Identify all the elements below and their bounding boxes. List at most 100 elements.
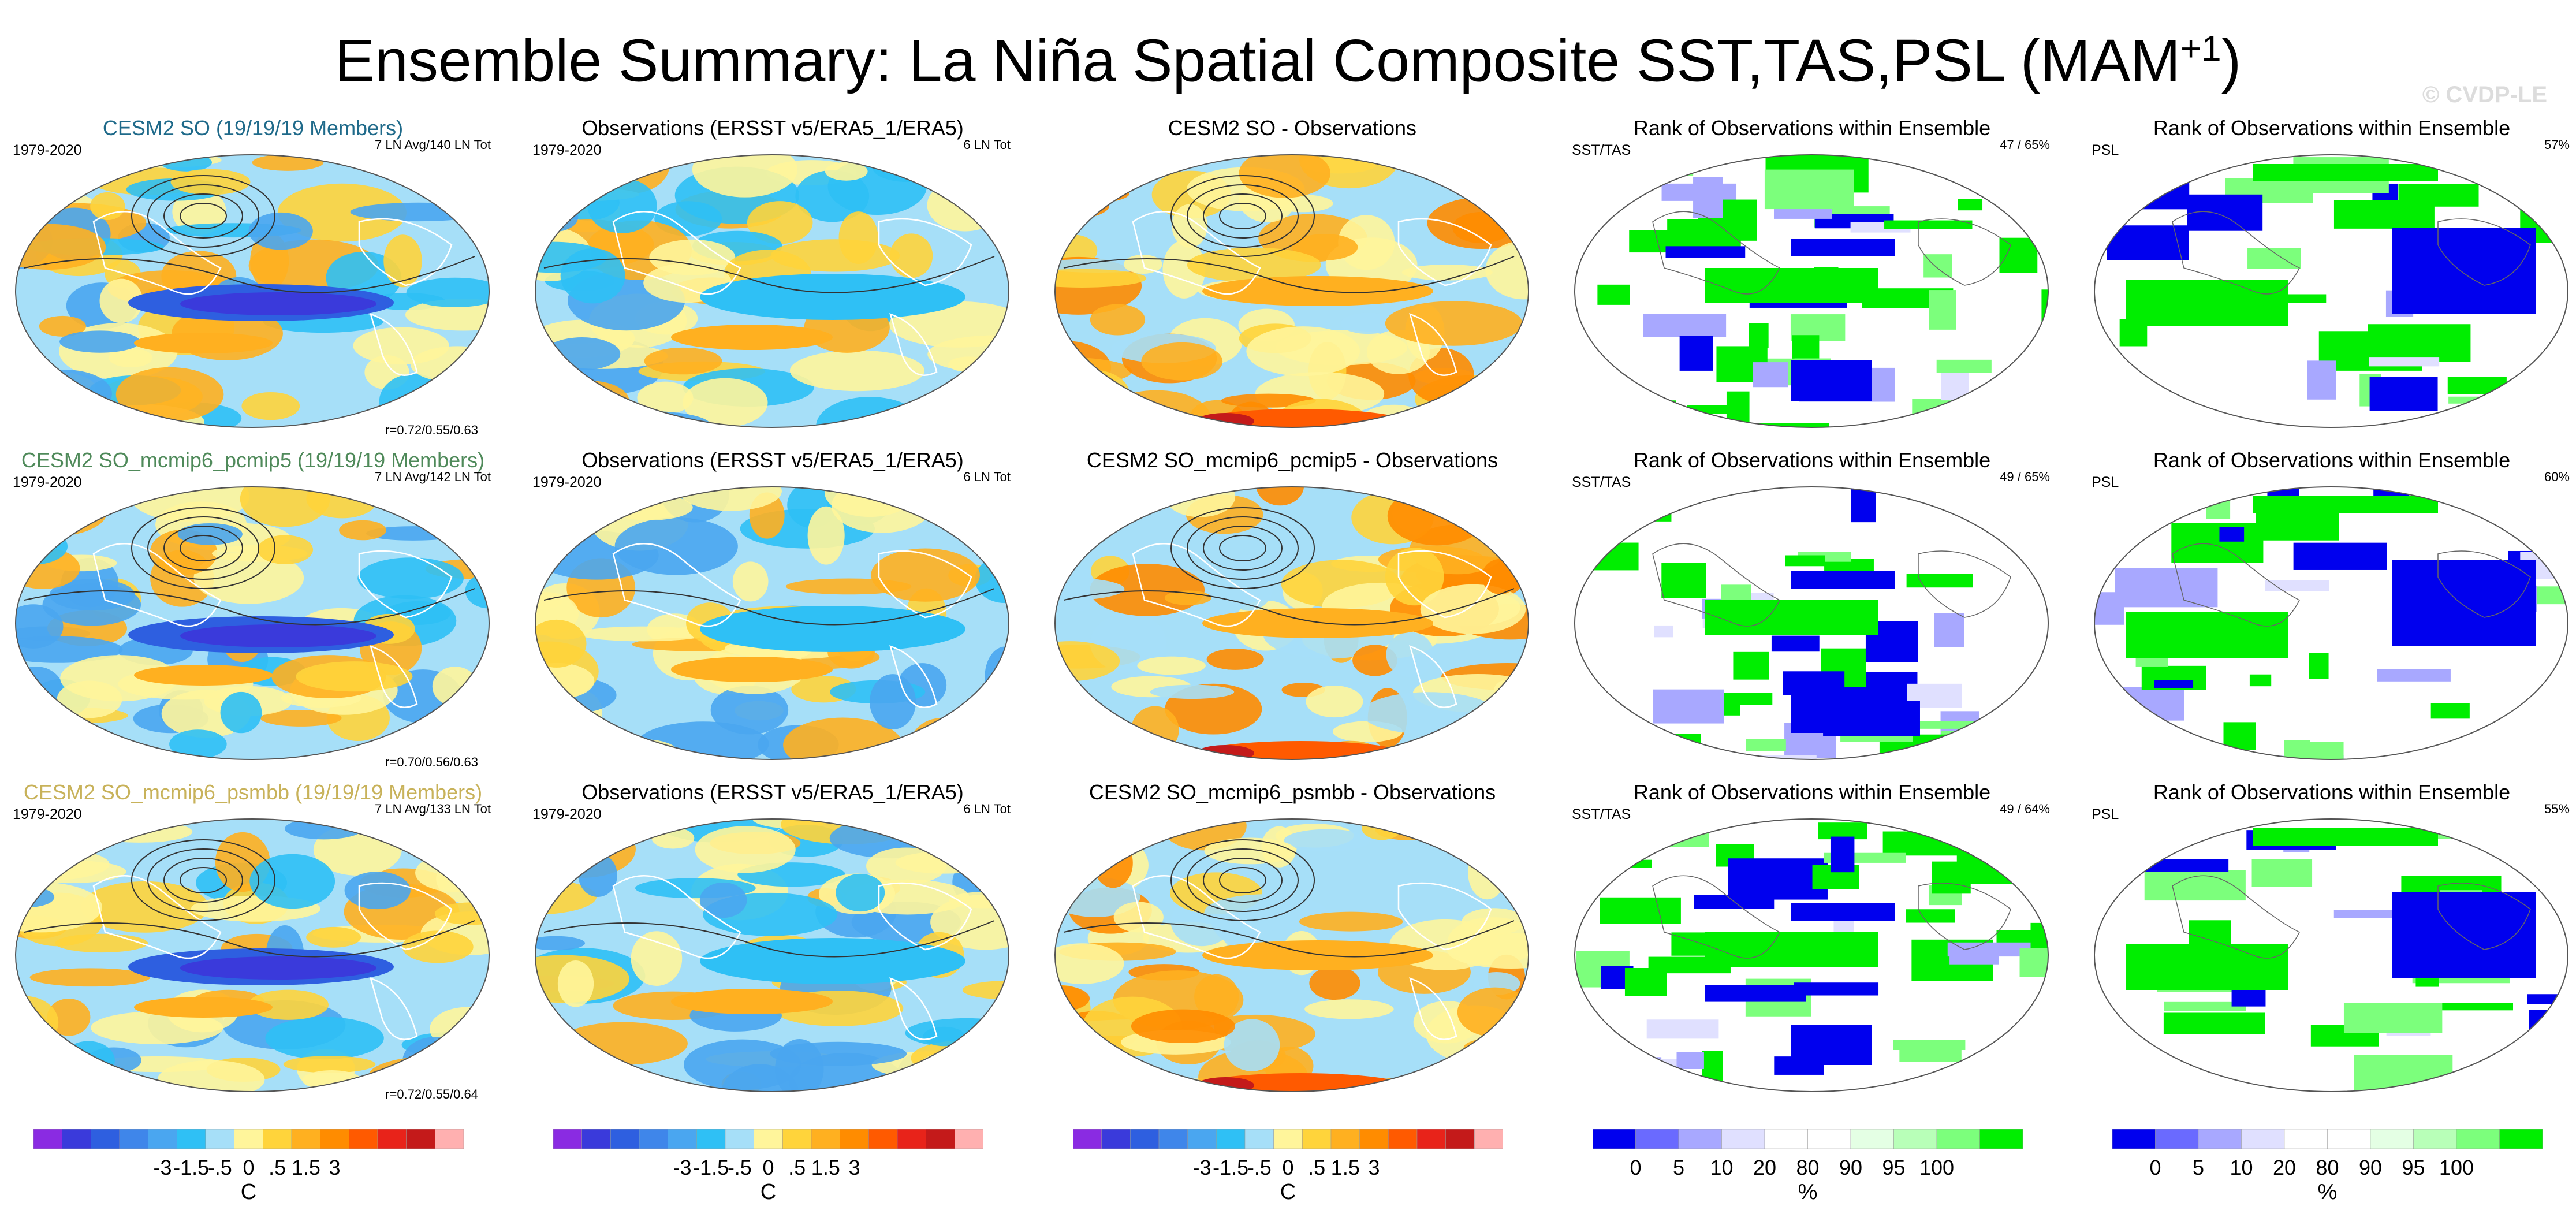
colorbar-swatch	[62, 1129, 91, 1149]
map-diff	[1054, 818, 1529, 1092]
map-model	[15, 818, 490, 1092]
colorbar-swatch	[868, 1129, 898, 1149]
colorbar-swatch	[1416, 1129, 1446, 1149]
panel-model-row3: CESM2 SO_mcmip6_psmbb (19/19/19 Members)…	[5, 780, 501, 1109]
panel-rank_sst-row3: Rank of Observations within Ensemble SST/…	[1564, 780, 2060, 1109]
percent-label: 49 / 65%	[2000, 470, 2050, 484]
legend-colorbar: 0 5 10 20 80 90 95 100%	[2112, 1129, 2543, 1210]
colorbar-swatch	[320, 1129, 349, 1149]
colorbar-swatch	[1635, 1129, 1679, 1149]
variable-label: PSL	[2092, 474, 2119, 490]
colorbar-tick-label: -.5	[207, 1156, 232, 1179]
map-obs	[535, 154, 1009, 428]
panel-title: Observations (ERSST v5/ERA5_1/ERA5)	[581, 780, 964, 804]
colorbar-swatch	[639, 1129, 668, 1149]
colorbar-tick-label: 95	[1882, 1156, 1906, 1179]
colorbar-tick-label: -1.5	[693, 1156, 729, 1179]
colorbar-tick-label: -1.5	[1213, 1156, 1249, 1179]
colorbar-tick-label: 0	[2149, 1156, 2161, 1179]
colorbar-swatch	[1330, 1129, 1360, 1149]
colorbar-tick-label: 0	[243, 1156, 255, 1179]
map-model	[15, 154, 490, 428]
colorbar-tick-label: -1.5	[173, 1156, 210, 1179]
event-count-label: 6 LN Tot	[963, 470, 1011, 484]
panel-title: Rank of Observations within Ensemble	[2153, 116, 2511, 140]
colorbar-tick-label: .5	[1308, 1156, 1326, 1179]
colorbar-swatch	[1850, 1129, 1894, 1149]
colorbar-tick-label: 3	[848, 1156, 860, 1179]
colorbar-swatch	[91, 1129, 120, 1149]
variable-label: SST/TAS	[1572, 806, 1631, 822]
colorbar-swatches	[33, 1129, 464, 1149]
colorbar-swatch	[1807, 1129, 1851, 1149]
colorbar-swatch	[1678, 1129, 1722, 1149]
colorbar-swatches	[2112, 1129, 2543, 1149]
colorbar-tick-label: 80	[2316, 1156, 2339, 1179]
colorbar-swatch	[1359, 1129, 1389, 1149]
colorbar-swatch	[2155, 1129, 2199, 1149]
colorbar-tick-label: 90	[1839, 1156, 1863, 1179]
colorbar-swatch	[610, 1129, 640, 1149]
colorbar-tick-label: 1.5	[1330, 1156, 1360, 1179]
panel-rank_psl-row1: Rank of Observations within Ensemble PSL 5…	[2083, 116, 2576, 445]
panel-title: CESM2 SO_mcmip6_psmbb (19/19/19 Members)	[23, 780, 483, 804]
colorbar-tick-label: 3	[329, 1156, 341, 1179]
percent-label: 49 / 64%	[2000, 802, 2050, 816]
map-diff	[1054, 486, 1529, 760]
colorbar-swatch	[840, 1129, 869, 1149]
colorbar-unit: C	[1280, 1180, 1296, 1204]
colorbar-tick-label: 95	[2402, 1156, 2425, 1179]
colorbar-swatch	[1445, 1129, 1475, 1149]
colorbar-swatch	[2499, 1129, 2543, 1149]
colorbar-swatch	[2456, 1129, 2500, 1149]
colorbar-swatch	[1273, 1129, 1303, 1149]
map-rank_psl	[2094, 154, 2568, 428]
colorbar-unit: %	[2317, 1180, 2338, 1204]
colorbar-swatch	[2413, 1129, 2457, 1149]
panel-model-row2: CESM2 SO_mcmip6_pcmip5 (19/19/19 Members…	[5, 448, 501, 777]
period-label: 1979-2020	[13, 806, 82, 822]
colorbar-swatch	[1388, 1129, 1418, 1149]
colorbar-swatch	[1936, 1129, 1980, 1149]
colorbar-swatches	[1592, 1129, 2023, 1149]
colorbar-swatches	[1072, 1129, 1504, 1149]
event-count-label: 6 LN Tot	[963, 802, 1011, 816]
map-rank_sst	[1574, 818, 2049, 1092]
map-rank_psl	[2094, 818, 2568, 1092]
colorbar-tick-label: -3	[1192, 1156, 1211, 1179]
panel-title: CESM2 SO (19/19/19 Members)	[102, 116, 404, 140]
colorbar-swatch	[553, 1129, 582, 1149]
colorbar-swatch	[1072, 1129, 1102, 1149]
colorbar-swatch	[668, 1129, 697, 1149]
period-label: 1979-2020	[532, 474, 602, 490]
map-obs	[535, 818, 1009, 1092]
colorbar-swatch	[33, 1129, 62, 1149]
panel-title: Rank of Observations within Ensemble	[1633, 780, 1991, 804]
colorbar-swatch	[696, 1129, 726, 1149]
panel-title: Rank of Observations within Ensemble	[2153, 448, 2511, 472]
panel-diff-row1: CESM2 SO - Observations	[1044, 116, 1541, 445]
period-label: 1979-2020	[532, 142, 602, 158]
colorbar-swatch	[725, 1129, 754, 1149]
copyright-watermark: © CVDP-LE	[2422, 82, 2547, 107]
colorbar-unit: C	[760, 1180, 777, 1204]
colorbar-tick-label: -3	[153, 1156, 172, 1179]
colorbar-unit: C	[240, 1180, 257, 1204]
event-count-label: 7 LN Avg/133 LN Tot	[375, 802, 491, 816]
colorbar-swatch	[782, 1129, 812, 1149]
map-rank_sst	[1574, 154, 2049, 428]
variable-label: SST/TAS	[1572, 142, 1631, 158]
colorbar-swatch	[955, 1129, 984, 1149]
colorbar-swatch	[406, 1129, 435, 1149]
panel-obs-row3: Observations (ERSST v5/ERA5_1/ERA5) 1979-…	[524, 780, 1021, 1109]
colorbar-swatch	[2370, 1129, 2414, 1149]
panel-rank_psl-row3: Rank of Observations within Ensemble PSL 5…	[2083, 780, 2576, 1109]
colorbar-swatch	[1130, 1129, 1160, 1149]
colorbar-tick-label: 3	[1368, 1156, 1380, 1179]
colorbar-tick-label: -3	[673, 1156, 692, 1179]
colorbar-tick-label: 0	[1282, 1156, 1294, 1179]
panel-rank_sst-row1: Rank of Observations within Ensemble SST/…	[1564, 116, 2060, 445]
colorbar-tick-label: 20	[1753, 1156, 1777, 1179]
panel-title: Rank of Observations within Ensemble	[2153, 780, 2511, 804]
colorbar-swatch	[1474, 1129, 1504, 1149]
